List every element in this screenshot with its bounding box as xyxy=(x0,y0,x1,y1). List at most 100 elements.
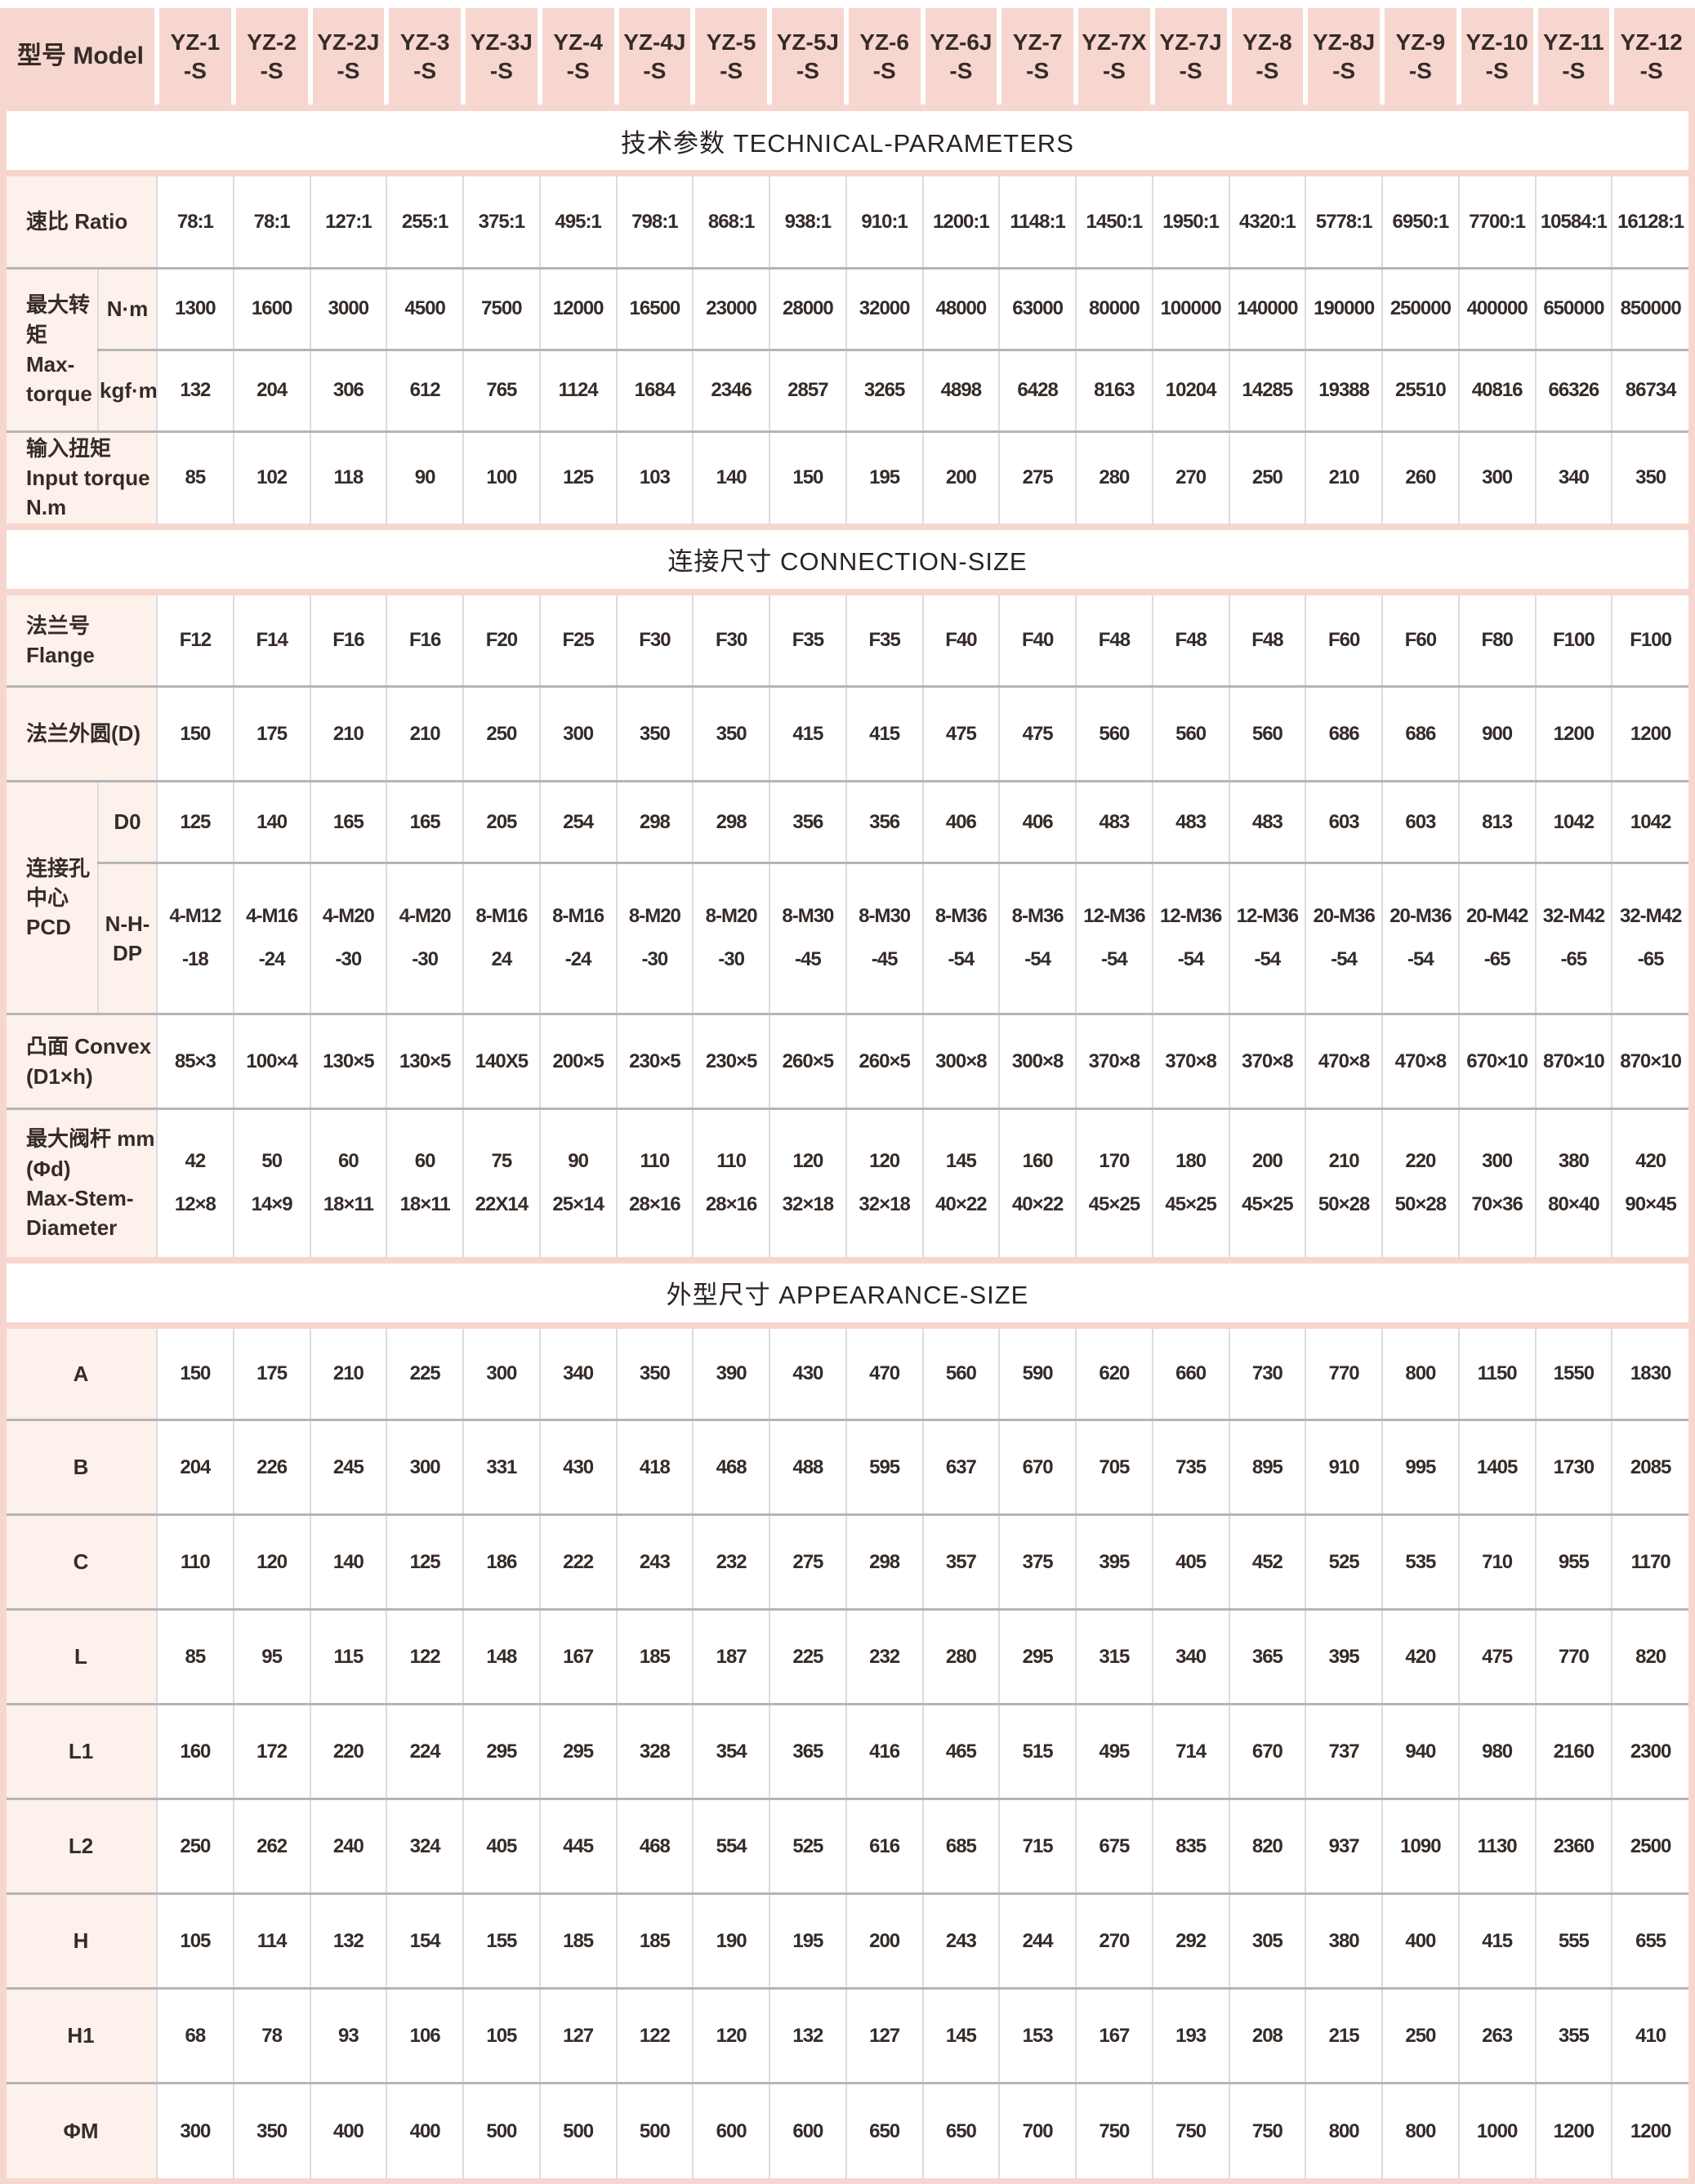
spec-cell: 670×10 xyxy=(1458,1013,1537,1109)
spec-cell: 20-M42 -65 xyxy=(1458,862,1537,1014)
spec-cell: 120 32×18 xyxy=(769,1108,847,1260)
spec-cell: 603 xyxy=(1382,780,1460,863)
spec-cell: 820 xyxy=(1612,1608,1688,1705)
spec-table-body: 型号 Model YZ-1 -S YZ-2 -S YZ-2J -S YZ-3 -S YZ-… xyxy=(7,8,1688,2178)
table-row: B 204 226 245 300 331 430 418 468 488 595 637 670 705… xyxy=(7,1419,1688,1515)
table-row: 最大转矩 Max-torque N·m 1300 1600 3000 4500 7500 12… xyxy=(7,266,1688,431)
spec-cell: 616 xyxy=(845,1798,924,1894)
spec-cell: 850000 xyxy=(1612,266,1688,350)
spec-cell: 275 xyxy=(999,430,1077,527)
spec-cell: 980 xyxy=(1458,1703,1537,1799)
spec-cell: 1200 xyxy=(1612,2082,1688,2178)
row-label: 凸面 Convex (D1×h) xyxy=(7,1013,158,1109)
spec-cell: 737 xyxy=(1305,1703,1383,1799)
spec-cell: 380 xyxy=(1305,1892,1383,1989)
table-row: L 85 95 115 122 148 167 185 187 225 232 280 295 315 34… xyxy=(7,1608,1688,1705)
spec-cell: 186 xyxy=(463,1513,541,1610)
spec-cell: F60 xyxy=(1305,591,1383,687)
spec-cell: 600 xyxy=(693,2082,770,2178)
spec-cell: 10204 xyxy=(1152,348,1230,431)
spec-cell: 406 xyxy=(922,780,1001,863)
spec-cell: 150 xyxy=(157,1324,234,1420)
spec-cell: F16 xyxy=(310,591,388,687)
spec-cell: 468 xyxy=(616,1798,694,1894)
spec-cell: 122 xyxy=(616,1987,694,2084)
spec-cell: 470×8 xyxy=(1305,1013,1383,1109)
model-header-cell: YZ-7X -S xyxy=(1076,8,1155,111)
spec-cell: 770 xyxy=(1535,1608,1613,1705)
spec-cell: 750 xyxy=(1229,2082,1307,2178)
unit-label: D0 xyxy=(98,780,158,863)
spec-cell: 180 45×25 xyxy=(1152,1108,1230,1260)
spec-cell: 2085 xyxy=(1612,1419,1688,1515)
spec-cell: 42 12×8 xyxy=(157,1108,234,1260)
spec-cell: 28000 xyxy=(769,266,847,350)
spec-cell: 483 xyxy=(1152,780,1230,863)
unit-label: N·m xyxy=(98,266,158,350)
row-label: 连接孔中心 PCD xyxy=(7,780,99,1014)
spec-cell: 226 xyxy=(233,1419,311,1515)
spec-cell: 145 xyxy=(922,1987,1001,2084)
spec-cell: 85×3 xyxy=(157,1013,234,1109)
spec-cell: 590 xyxy=(999,1324,1077,1420)
spec-cell: F20 xyxy=(463,591,541,687)
spec-cell: 7500 xyxy=(463,266,541,350)
spec-cell: 195 xyxy=(769,1892,847,1989)
spec-cell: 331 xyxy=(463,1419,541,1515)
spec-cell: 350 xyxy=(693,685,770,782)
spec-cell: 167 xyxy=(1076,1987,1153,2084)
spec-cell: 106 xyxy=(386,1987,464,2084)
spec-cell: 910:1 xyxy=(845,172,924,268)
row-label: 速比 Ratio xyxy=(7,172,158,268)
spec-cell: 650000 xyxy=(1535,266,1613,350)
spec-cell: 200 xyxy=(922,430,1001,527)
spec-cell: F12 xyxy=(157,591,234,687)
table-row: kgf·m 132 204 306 612 765 1124 1684 2346 2857 3265… xyxy=(7,348,1688,431)
spec-cell: 430 xyxy=(539,1419,618,1515)
spec-cell: 940 xyxy=(1382,1703,1460,1799)
model-header-cell: YZ-11 -S xyxy=(1535,8,1615,111)
spec-cell: 798:1 xyxy=(616,172,694,268)
spec-cell: 4898 xyxy=(922,348,1001,431)
spec-cell: 1150 xyxy=(1458,1324,1537,1420)
spec-cell: 4-M12 -18 xyxy=(157,862,234,1014)
spec-cell: 555 xyxy=(1535,1892,1613,1989)
spec-cell: 122 xyxy=(386,1608,464,1705)
spec-cell: 93 xyxy=(310,1987,388,2084)
spec-cell: 114 xyxy=(233,1892,311,1989)
spec-cell: 140 xyxy=(310,1513,388,1610)
spec-cell: 686 xyxy=(1382,685,1460,782)
spec-cell: 60 18×11 xyxy=(386,1108,464,1260)
spec-cell: 415 xyxy=(769,685,847,782)
row-label: L xyxy=(7,1608,158,1705)
spec-cell: 525 xyxy=(769,1798,847,1894)
spec-cell: 1000 xyxy=(1458,2082,1537,2178)
spec-cell: F16 xyxy=(386,591,464,687)
spec-cell: 686 xyxy=(1305,685,1383,782)
spec-cell: 750 xyxy=(1076,2082,1153,2178)
spec-cell: 416 xyxy=(845,1703,924,1799)
spec-cell: 370×8 xyxy=(1229,1013,1307,1109)
spec-cell: 6950:1 xyxy=(1382,172,1460,268)
spec-cell: 185 xyxy=(539,1892,618,1989)
spec-cell: 120 xyxy=(233,1513,311,1610)
spec-cell: 260×5 xyxy=(845,1013,924,1109)
spec-cell: 245 xyxy=(310,1419,388,1515)
spec-cell: 354 xyxy=(693,1703,770,1799)
spec-cell: 675 xyxy=(1076,1798,1153,1894)
table-row: N-H-DP 4-M12 -18 4-M16 -24 4-M20 -30 4-M20 -… xyxy=(7,862,1688,1014)
spec-cell: 120 xyxy=(693,1987,770,2084)
spec-cell: 750 xyxy=(1152,2082,1230,2178)
spec-cell: 340 xyxy=(1535,430,1613,527)
spec-cell: 10584:1 xyxy=(1535,172,1613,268)
spec-cell: 365 xyxy=(1229,1608,1307,1705)
spec-cell: 370×8 xyxy=(1152,1013,1230,1109)
spec-cell: 140X5 xyxy=(463,1013,541,1109)
spec-cell: 3000 xyxy=(310,266,388,350)
spec-cell: 340 xyxy=(539,1324,618,1420)
spec-cell: 500 xyxy=(616,2082,694,2178)
spec-cell: 300×8 xyxy=(999,1013,1077,1109)
spec-cell: 210 xyxy=(310,1324,388,1420)
spec-cell: 685 xyxy=(922,1798,1001,1894)
spec-cell: 205 xyxy=(463,780,541,863)
